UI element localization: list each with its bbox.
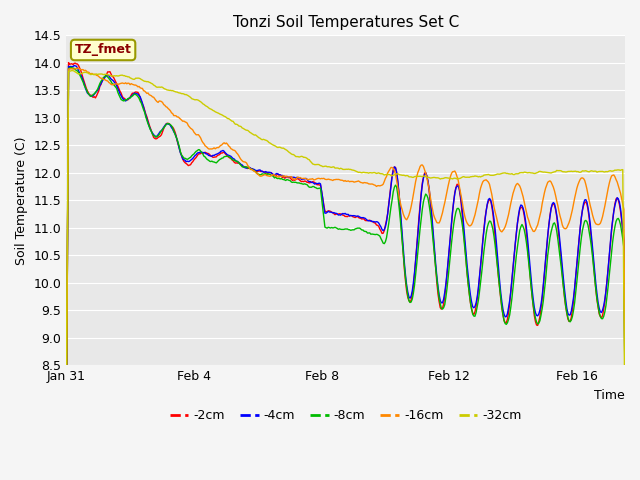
Legend: -2cm, -4cm, -8cm, -16cm, -32cm: -2cm, -4cm, -8cm, -16cm, -32cm: [164, 405, 527, 427]
Text: TZ_fmet: TZ_fmet: [75, 44, 132, 57]
Y-axis label: Soil Temperature (C): Soil Temperature (C): [15, 136, 28, 264]
X-axis label: Time: Time: [595, 389, 625, 402]
Title: Tonzi Soil Temperatures Set C: Tonzi Soil Temperatures Set C: [232, 15, 459, 30]
